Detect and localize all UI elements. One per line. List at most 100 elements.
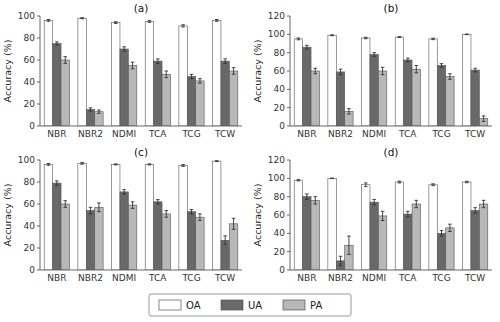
error-bar — [440, 64, 444, 68]
error-bar — [223, 236, 227, 245]
error-bar — [114, 22, 118, 24]
error-bar — [482, 200, 486, 207]
error-bar — [232, 218, 236, 229]
bar — [162, 74, 170, 126]
x-axis — [40, 270, 242, 271]
bar — [437, 233, 445, 270]
bar — [395, 37, 403, 126]
figure: 020406080100NBRNBR2NDMITCATCGTCWAccuracy… — [0, 0, 500, 322]
error-bar — [297, 38, 301, 40]
bar — [78, 18, 86, 126]
y-tick-label: 40 — [24, 77, 36, 87]
legend-label: PA — [310, 300, 322, 311]
bar — [378, 71, 386, 126]
x-axis — [290, 126, 492, 127]
error-bar — [381, 67, 385, 74]
bar — [44, 164, 52, 270]
y-tick-label: 0 — [29, 121, 35, 131]
error-bar — [47, 20, 51, 22]
bar — [213, 20, 221, 126]
panel-title: (a) — [134, 2, 149, 14]
y-tick-label: 80 — [274, 48, 286, 58]
bar — [196, 81, 204, 126]
y-tick-label: 40 — [274, 84, 286, 94]
error-bar — [414, 200, 418, 207]
panel: 020406080100NBRNBR2NDMITCATCGTCWAccuracy… — [2, 2, 242, 139]
y-tick-label: 100 — [18, 11, 35, 21]
bar — [78, 163, 86, 270]
error-bar — [97, 110, 101, 113]
bar — [303, 197, 311, 270]
bar — [213, 161, 221, 270]
error-bar — [305, 194, 309, 200]
bar — [471, 210, 479, 270]
bars — [44, 18, 238, 126]
y-tick-label: 80 — [24, 33, 36, 43]
x-axis — [290, 270, 492, 271]
bar — [336, 72, 344, 126]
error-bar — [190, 210, 194, 214]
bar — [145, 164, 153, 270]
bar — [446, 228, 454, 270]
legend-label: UA — [248, 300, 262, 311]
bar — [196, 217, 204, 270]
error-bar — [156, 59, 160, 63]
bar — [112, 23, 120, 126]
error-bar — [148, 21, 152, 23]
bar — [187, 77, 195, 127]
y-axis — [40, 16, 41, 126]
bar — [294, 39, 302, 126]
x-tick-label: TCW — [464, 129, 485, 139]
error-bar — [131, 62, 135, 69]
bar — [311, 200, 319, 270]
bar — [479, 204, 487, 270]
error-bar — [398, 181, 402, 183]
error-bar — [47, 164, 51, 166]
panel-title: (c) — [134, 146, 148, 158]
x-tick-label: TCA — [148, 273, 167, 283]
error-bar — [181, 25, 185, 27]
y-tick-label: 0 — [279, 265, 285, 275]
x-tick-label: NBR — [47, 273, 66, 283]
error-bar — [215, 20, 219, 22]
bar — [53, 44, 61, 127]
bar — [303, 47, 311, 126]
x-tick-label: TCA — [148, 129, 167, 139]
x-tick-label: NBR2 — [328, 129, 353, 139]
y-axis — [290, 160, 291, 270]
error-bar — [164, 71, 168, 78]
bar — [429, 185, 437, 270]
error-bar — [215, 160, 219, 162]
error-bar — [80, 162, 84, 164]
legend: OAUAPA — [149, 294, 351, 316]
panel-title: (b) — [384, 2, 399, 14]
error-bar — [313, 197, 317, 204]
y-tick-label: 20 — [274, 103, 286, 113]
error-bar — [80, 18, 84, 19]
y-tick-label: 60 — [274, 210, 286, 220]
y-tick-label: 0 — [29, 265, 35, 275]
error-bar — [381, 211, 385, 220]
bar — [311, 71, 319, 126]
bar — [187, 212, 195, 270]
error-bar — [131, 202, 135, 209]
x-tick-label: NDMI — [362, 129, 386, 139]
panel: 020406080100NBRNBR2NDMITCATCGTCWAccuracy… — [2, 146, 242, 283]
bar — [95, 207, 103, 270]
bar — [154, 202, 162, 270]
bar — [328, 178, 336, 270]
bar — [404, 214, 412, 270]
y-tick-label: 60 — [274, 66, 286, 76]
x-tick-label: NDMI — [112, 129, 136, 139]
bars — [44, 161, 238, 270]
x-tick-label: NBR — [47, 129, 66, 139]
error-bar — [372, 53, 376, 57]
bar — [395, 182, 403, 270]
bar — [370, 55, 378, 127]
bar — [53, 183, 61, 270]
bar — [362, 185, 370, 270]
y-axis — [290, 16, 291, 126]
legend-swatch — [159, 300, 181, 310]
error-bar — [465, 181, 469, 182]
error-bar — [372, 199, 376, 205]
